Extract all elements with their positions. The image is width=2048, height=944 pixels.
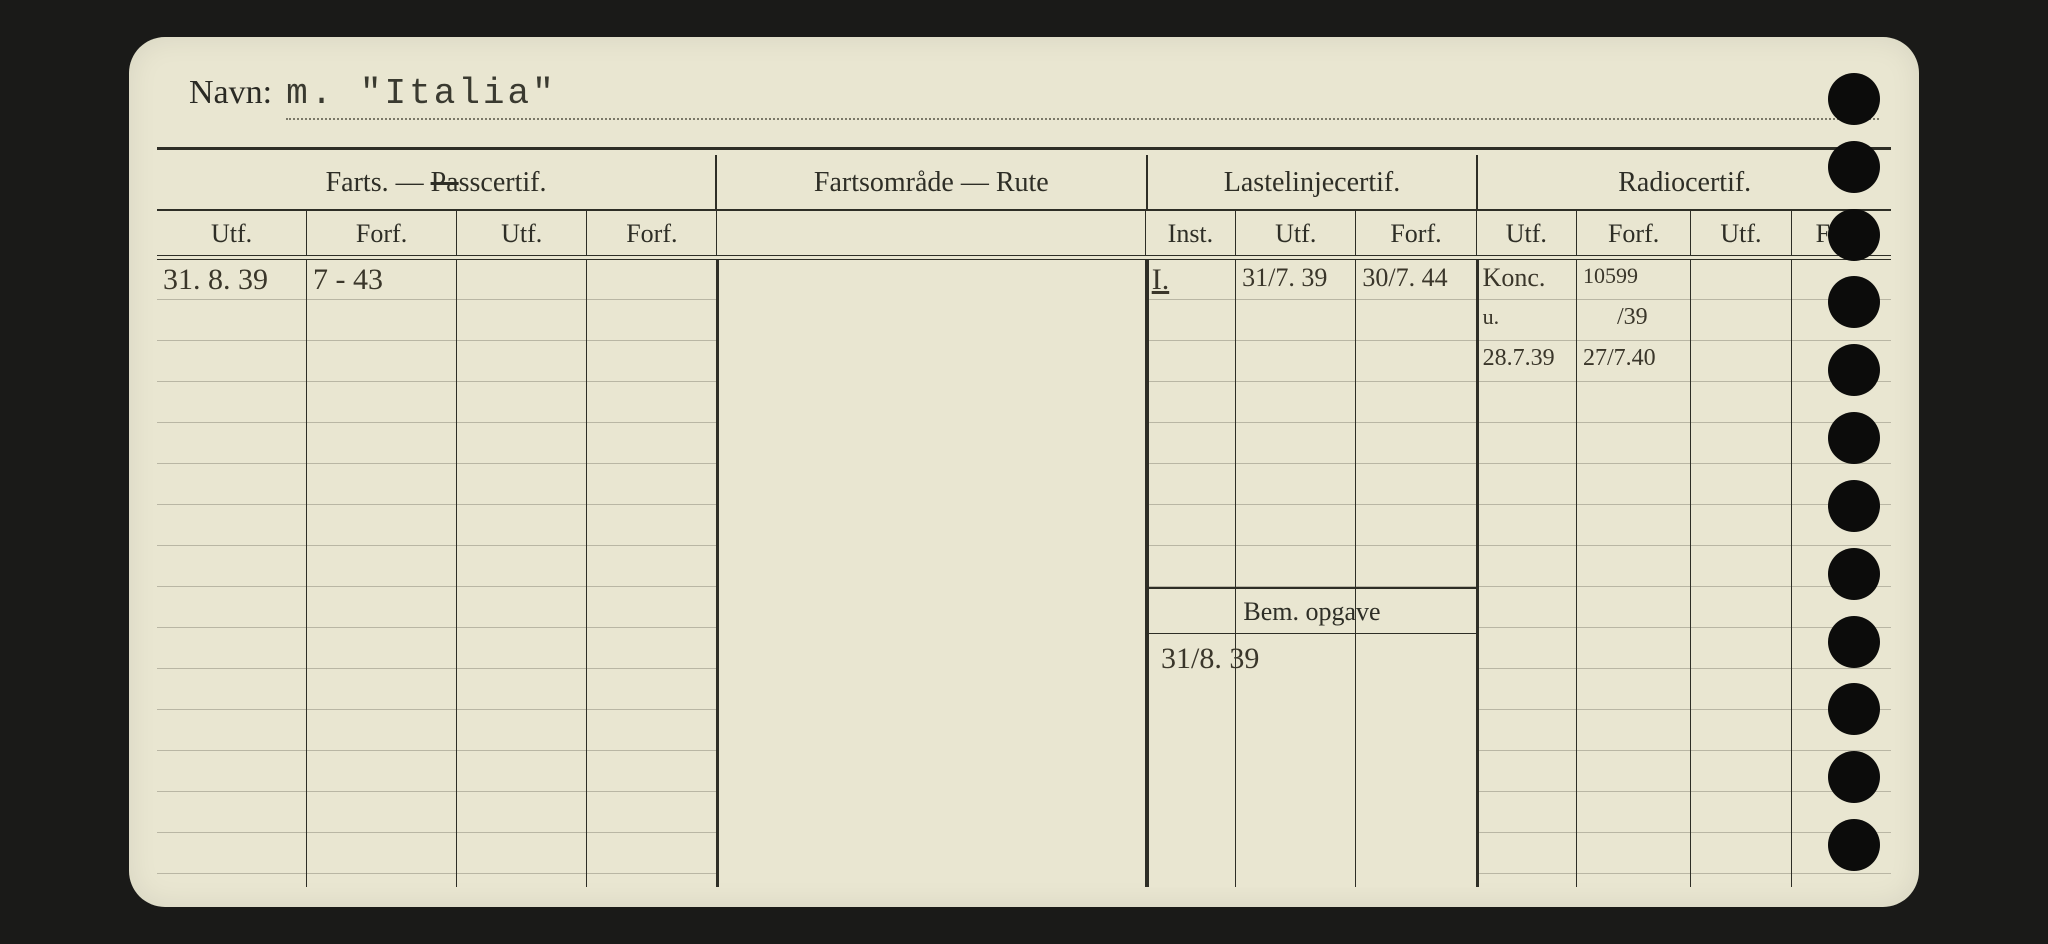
navn-row: Navn: m. "Italia" (189, 73, 1879, 120)
page: Navn: m. "Italia" Farts. — Passcertif.Fa… (129, 37, 1919, 907)
bem-opgave-value: 31/8. 39 (1161, 642, 1491, 676)
col-f_utf1: 31. 8. 39 (157, 259, 307, 887)
binder-hole (1828, 751, 1880, 803)
dotted-rules (1691, 259, 1790, 887)
col-r_utf2 (1691, 259, 1791, 887)
subhead-l_inst: Inst. (1146, 211, 1236, 255)
handwritten-entry: /39 (1617, 304, 1648, 331)
dotted-rules (157, 259, 306, 887)
handwritten-entry: 30/7. 44 (1362, 263, 1447, 293)
dotted-rules (307, 259, 456, 887)
subhead-f_forf2: Forf. (587, 211, 717, 255)
binder-hole (1828, 209, 1880, 261)
binder-holes (1789, 37, 1919, 907)
col-f_forf1: 7 - 43 (307, 259, 457, 887)
col-f_forf2 (587, 259, 717, 887)
col-f_utf2 (457, 259, 587, 887)
col-route (717, 259, 1145, 887)
group-divider (1146, 259, 1149, 887)
subhead-r_utf2: Utf. (1691, 211, 1791, 255)
binder-hole (1828, 141, 1880, 193)
dotted-rules (587, 259, 716, 887)
handwritten-entry: 31/7. 39 (1242, 263, 1327, 293)
handwritten-entry: 10599 (1583, 263, 1638, 289)
binder-hole (1828, 683, 1880, 735)
subhead-r_utf1: Utf. (1477, 211, 1577, 255)
group-route: Fartsområde — Rute (717, 155, 1148, 209)
subhead-l_utf: Utf. (1236, 211, 1356, 255)
col-r_utf1: Konc. u. 28.7.39 (1477, 259, 1577, 887)
binder-hole (1828, 276, 1880, 328)
table-body: 31. 8. 39 7 - 43 I. 31/7. 39 30/7. 44 Konc. u.… (157, 259, 1891, 887)
index-card: Navn: m. "Italia" Farts. — Passcertif.Fa… (129, 37, 1919, 907)
handwritten-entry: u. (1483, 304, 1500, 330)
navn-value: m. "Italia" (286, 73, 1879, 120)
subhead-route (717, 211, 1145, 255)
binder-hole (1828, 73, 1880, 125)
subhead-r_forf1: Forf. (1577, 211, 1691, 255)
binder-hole (1828, 616, 1880, 668)
subhead-f_utf1: Utf. (157, 211, 307, 255)
bem-opgave-box: Bem. opgave31/8. 39 (1147, 587, 1477, 887)
group-laste: Lastelinjecertif. (1148, 155, 1479, 209)
subhead-f_utf2: Utf. (457, 211, 587, 255)
binder-hole (1828, 344, 1880, 396)
handwritten-entry: Konc. (1483, 263, 1546, 293)
dotted-rules (457, 259, 586, 887)
binder-hole (1828, 480, 1880, 532)
subhead-l_forf: Forf. (1356, 211, 1476, 255)
top-rule (157, 147, 1891, 150)
binder-hole (1828, 548, 1880, 600)
handwritten-entry: 28.7.39 (1483, 345, 1555, 372)
columns: 31. 8. 39 7 - 43 I. 31/7. 39 30/7. 44 Konc. u.… (157, 259, 1891, 887)
group-divider (716, 259, 719, 887)
group-divider (1476, 259, 1479, 887)
bem-opgave-label: Bem. opgave (1147, 589, 1477, 634)
binder-hole (1828, 412, 1880, 464)
handwritten-entry: 31. 8. 39 (163, 263, 268, 297)
handwritten-entry: I. (1152, 263, 1170, 297)
handwritten-entry: 7 - 43 (313, 263, 383, 297)
column-subheaders: Utf.Forf.Utf.Forf.Inst.Utf.Forf.Utf.Forf… (157, 209, 1891, 256)
column-group-headers: Farts. — Passcertif.Fartsområde — RuteLa… (157, 155, 1891, 209)
binder-hole (1828, 819, 1880, 871)
col-r_forf1: 10599/39 27/7.40 (1577, 259, 1691, 887)
subhead-f_forf1: Forf. (307, 211, 457, 255)
group-farts: Farts. — Passcertif. (157, 155, 717, 209)
navn-label: Navn: (189, 74, 272, 112)
handwritten-entry: 27/7.40 (1583, 345, 1656, 372)
